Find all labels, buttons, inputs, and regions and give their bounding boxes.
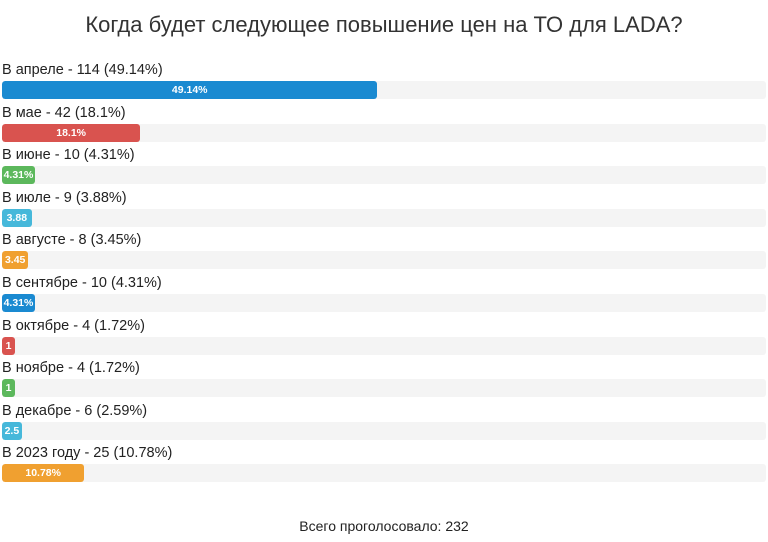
bar-track: 3.88 <box>2 208 766 227</box>
percent-bar: 1 <box>2 379 16 398</box>
bar-track: 4.31% <box>2 166 766 185</box>
poll-option: В мае - 42 (18.1%) 18.1% <box>2 105 766 148</box>
percent-bar: 2.5 <box>2 421 22 440</box>
percent-bar: 3.45 <box>2 251 29 270</box>
option-label: В мае - 42 (18.1%) <box>2 104 126 121</box>
poll-option: В 2023 году - 25 (10.78%) 10.78% <box>2 445 766 488</box>
percent-bar: 4.31% <box>2 166 35 185</box>
percent-bar: 4.31% <box>2 293 35 312</box>
bar-track: 49.14% <box>2 81 766 99</box>
bar-track: 10.78% <box>2 464 766 483</box>
option-label: В сентябре - 10 (4.31%) <box>2 274 162 291</box>
poll-option: В ноябре - 4 (1.72%) 1 <box>2 360 766 403</box>
bar-track: 4.31% <box>2 293 766 312</box>
bar-track: 2.5 <box>2 421 766 440</box>
poll-option: В августе - 8 (3.45%) 3.45 <box>2 232 766 275</box>
poll-title: Когда будет следующее повышение цен на Т… <box>85 12 683 37</box>
poll-option: В сентябре - 10 (4.31%) 4.31% <box>2 275 766 318</box>
percent-bar: 3.88 <box>2 208 32 227</box>
percent-bar: 49.14% <box>2 81 378 99</box>
poll-option: В декабре - 6 (2.59%) 2.5 <box>2 403 766 446</box>
bar-track: 1 <box>2 336 766 355</box>
poll-results: В апреле - 114 (49.14%) 49.14% В мае - 42 … <box>2 62 766 488</box>
option-label: В августе - 8 (3.45%) <box>2 232 142 249</box>
percent-bar: 1 <box>2 336 16 355</box>
option-label: В ноябре - 4 (1.72%) <box>2 360 140 377</box>
option-label: В апреле - 114 (49.14%) <box>2 62 163 78</box>
option-label: В 2023 году - 25 (10.78%) <box>2 445 173 462</box>
poll-option: В апреле - 114 (49.14%) 49.14% <box>2 62 766 105</box>
poll-option: В июле - 9 (3.88%) 3.88 <box>2 190 766 233</box>
option-label: В июне - 10 (4.31%) <box>2 147 135 164</box>
percent-bar: 18.1% <box>2 123 141 142</box>
percent-bar: 10.78% <box>2 464 85 483</box>
bar-track: 1 <box>2 379 766 398</box>
poll-option: В октябре - 4 (1.72%) 1 <box>2 318 766 361</box>
option-label: В октябре - 4 (1.72%) <box>2 317 145 334</box>
total-votes: Всего проголосовало: 232 <box>299 518 469 534</box>
bar-track: 3.45 <box>2 251 766 270</box>
option-label: В июле - 9 (3.88%) <box>2 189 127 206</box>
bar-track: 18.1% <box>2 123 766 142</box>
poll-option: В июне - 10 (4.31%) 4.31% <box>2 147 766 190</box>
option-label: В декабре - 6 (2.59%) <box>2 402 148 419</box>
